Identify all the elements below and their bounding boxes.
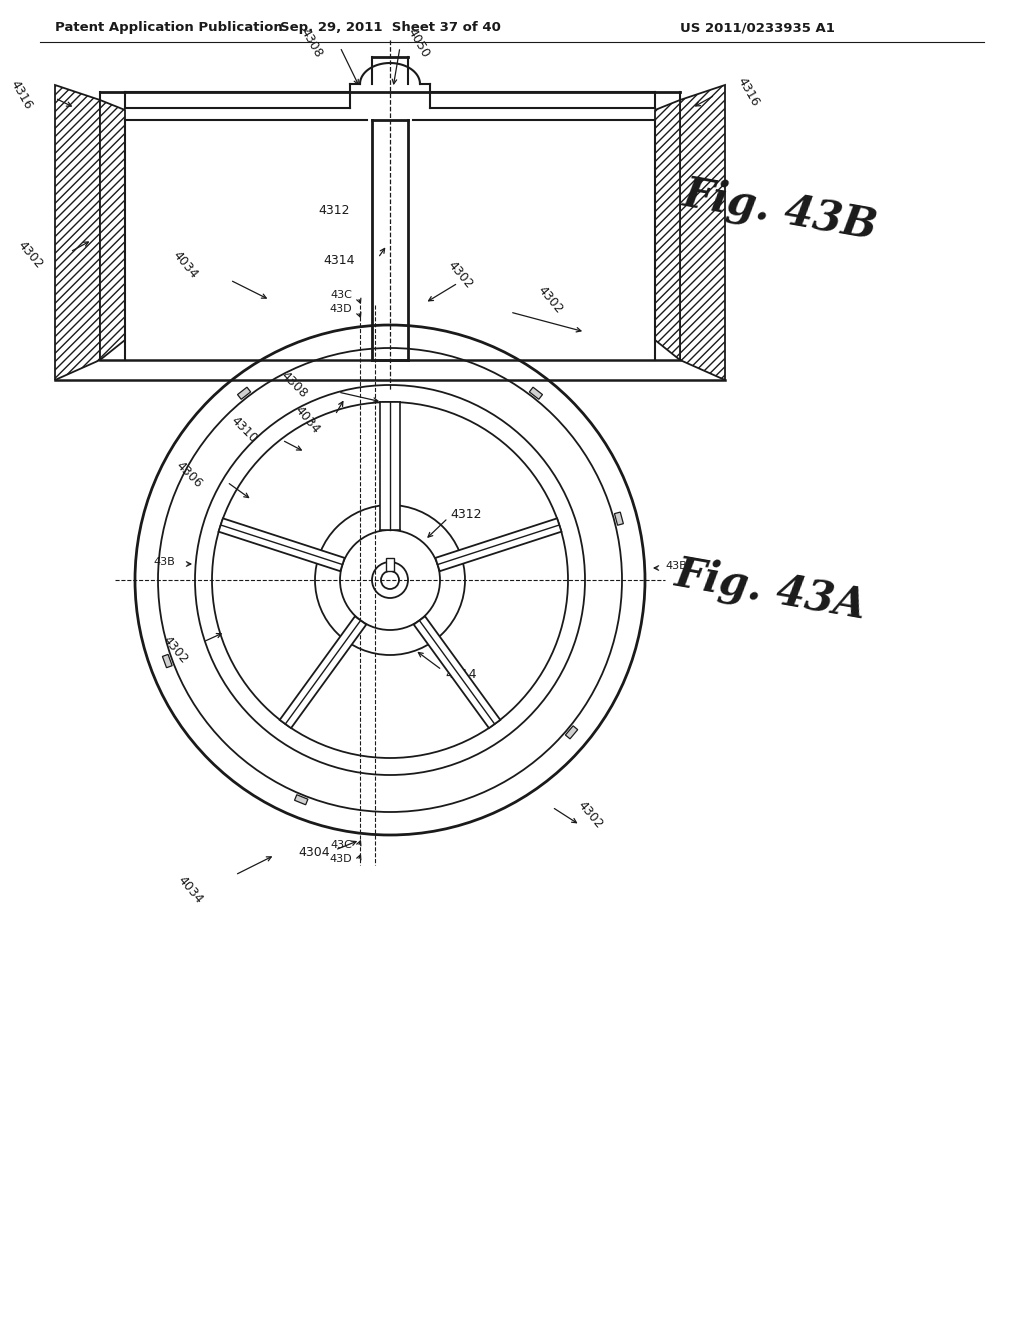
Polygon shape <box>680 84 725 380</box>
Polygon shape <box>238 387 251 399</box>
Text: 4312: 4312 <box>450 508 481 521</box>
Text: 43B: 43B <box>665 561 687 572</box>
Text: 4312: 4312 <box>318 203 350 216</box>
Text: 4314: 4314 <box>445 668 476 681</box>
Polygon shape <box>655 100 680 360</box>
Text: 4314: 4314 <box>324 253 355 267</box>
Text: Patent Application Publication: Patent Application Publication <box>55 21 283 34</box>
Polygon shape <box>614 512 624 525</box>
Text: Fig. 43A: Fig. 43A <box>672 552 870 628</box>
Polygon shape <box>55 84 100 380</box>
Text: US 2011/0233935 A1: US 2011/0233935 A1 <box>680 21 835 34</box>
Text: Fig. 43B: Fig. 43B <box>680 172 881 248</box>
Polygon shape <box>383 403 397 531</box>
Text: 4304: 4304 <box>298 846 330 859</box>
Text: 43B: 43B <box>154 557 175 568</box>
Polygon shape <box>163 655 172 668</box>
Text: 4302: 4302 <box>535 284 565 317</box>
Text: 4034: 4034 <box>175 874 205 907</box>
Text: 43C: 43C <box>330 840 352 850</box>
Text: 43D: 43D <box>330 854 352 865</box>
Polygon shape <box>100 100 125 360</box>
Polygon shape <box>218 519 345 572</box>
Text: 4302: 4302 <box>575 799 605 832</box>
Polygon shape <box>565 726 578 739</box>
Text: 4310: 4310 <box>228 414 260 446</box>
Text: 4308: 4308 <box>298 26 325 59</box>
Polygon shape <box>529 387 543 399</box>
Text: 4302: 4302 <box>14 239 45 272</box>
Text: 4316: 4316 <box>735 75 762 108</box>
Text: 4308: 4308 <box>279 370 310 401</box>
Polygon shape <box>435 519 561 572</box>
Text: 4034: 4034 <box>292 404 322 437</box>
Text: Sep. 29, 2011  Sheet 37 of 40: Sep. 29, 2011 Sheet 37 of 40 <box>280 21 501 34</box>
Polygon shape <box>380 403 400 531</box>
Text: 4302: 4302 <box>160 634 190 667</box>
Text: 4050: 4050 <box>406 26 432 59</box>
Polygon shape <box>280 616 367 729</box>
Text: 43D: 43D <box>330 304 352 314</box>
Text: 4316: 4316 <box>8 78 35 112</box>
Text: 4034: 4034 <box>170 248 200 281</box>
Text: 43C: 43C <box>330 290 352 300</box>
Text: 4306: 4306 <box>173 459 205 491</box>
Polygon shape <box>295 795 308 805</box>
Text: 4302: 4302 <box>444 259 475 292</box>
Polygon shape <box>414 616 501 729</box>
Polygon shape <box>386 558 394 572</box>
